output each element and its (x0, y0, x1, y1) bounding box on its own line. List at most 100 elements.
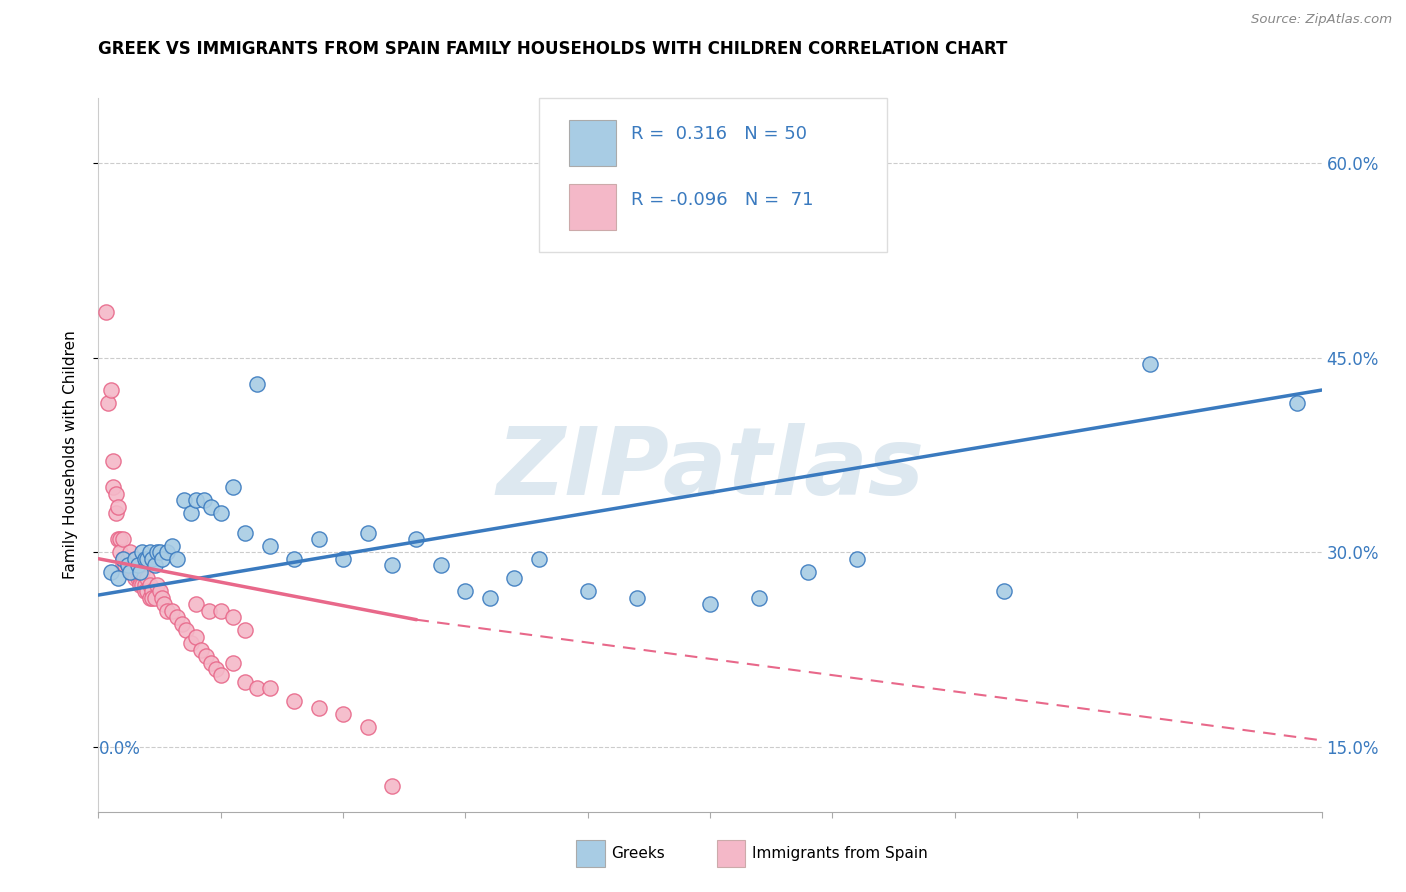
Point (381, 558, 404, 573)
Bar (569, 184, 616, 230)
Text: Source: ZipAtlas.com: Source: ZipAtlas.com (1251, 13, 1392, 27)
Point (193, 493, 215, 508)
Point (190, 642, 212, 657)
Point (166, 551, 188, 566)
Point (356, 720, 378, 734)
Point (180, 506, 202, 520)
Point (200, 500, 222, 514)
Point (104, 506, 127, 520)
Point (100, 383, 122, 397)
Point (134, 584, 156, 599)
Point (146, 545, 169, 559)
Point (405, 533, 427, 547)
Point (141, 591, 163, 605)
Point (136, 584, 159, 599)
Point (139, 591, 162, 605)
Text: GREEK VS IMMIGRANTS FROM SPAIN FAMILY HOUSEHOLDS WITH CHILDREN CORRELATION CHART: GREEK VS IMMIGRANTS FROM SPAIN FAMILY HO… (98, 40, 1008, 58)
Point (576, 584, 599, 599)
Point (100, 565, 122, 579)
Point (146, 577, 169, 591)
Point (124, 551, 146, 566)
Point (626, 591, 648, 605)
Point (97, 396, 120, 410)
Point (104, 487, 127, 501)
Point (308, 533, 330, 547)
Point (131, 545, 153, 559)
Point (94, 305, 117, 319)
Point (259, 681, 281, 696)
Point (111, 551, 134, 566)
Point (160, 604, 183, 618)
Point (173, 493, 195, 508)
FancyBboxPatch shape (538, 98, 887, 252)
Point (143, 591, 166, 605)
Point (308, 701, 330, 715)
Point (356, 525, 378, 540)
Point (381, 779, 404, 793)
Point (205, 662, 228, 676)
Point (209, 506, 232, 520)
Point (129, 571, 152, 585)
Point (129, 577, 152, 591)
Point (153, 597, 176, 611)
Point (699, 597, 721, 611)
Point (233, 623, 256, 637)
Point (1286, 396, 1309, 410)
Point (111, 533, 134, 547)
Point (121, 565, 143, 579)
Point (124, 551, 146, 566)
Point (127, 571, 149, 585)
Point (117, 558, 139, 573)
Point (156, 604, 179, 618)
Point (114, 558, 136, 573)
Point (127, 565, 149, 579)
Point (222, 656, 245, 670)
Point (503, 571, 526, 585)
Text: R = -0.096   N =  71: R = -0.096 N = 71 (630, 191, 813, 209)
Point (332, 551, 354, 566)
Point (150, 591, 173, 605)
Point (166, 610, 188, 624)
Point (233, 675, 256, 690)
Text: Immigrants from Spain: Immigrants from Spain (752, 847, 928, 861)
Point (149, 545, 172, 559)
Point (134, 577, 156, 591)
Point (141, 584, 163, 599)
Point (143, 558, 166, 573)
Point (101, 480, 124, 494)
Point (131, 565, 153, 579)
Point (222, 480, 245, 494)
Point (139, 545, 162, 559)
Point (136, 551, 159, 566)
Point (131, 577, 153, 591)
Point (200, 656, 222, 670)
Point (110, 545, 132, 559)
Point (748, 591, 770, 605)
Point (478, 591, 501, 605)
Point (141, 551, 163, 566)
Point (107, 500, 129, 514)
Point (454, 584, 477, 599)
Point (332, 707, 354, 722)
Text: 0.0%: 0.0% (98, 740, 141, 758)
Point (120, 565, 142, 579)
Point (127, 558, 149, 573)
Point (209, 668, 232, 682)
Point (993, 584, 1015, 599)
Point (160, 539, 183, 553)
Point (1139, 357, 1161, 371)
Text: ZIPatlas: ZIPatlas (496, 423, 924, 516)
Point (246, 376, 269, 391)
Point (259, 539, 281, 553)
Point (120, 545, 142, 559)
Point (110, 533, 132, 547)
Point (111, 551, 134, 566)
Point (101, 454, 124, 468)
Point (117, 558, 139, 573)
Point (283, 551, 305, 566)
Point (150, 551, 173, 566)
Point (180, 636, 202, 650)
Point (120, 565, 142, 579)
Point (430, 558, 453, 573)
Point (195, 648, 218, 663)
